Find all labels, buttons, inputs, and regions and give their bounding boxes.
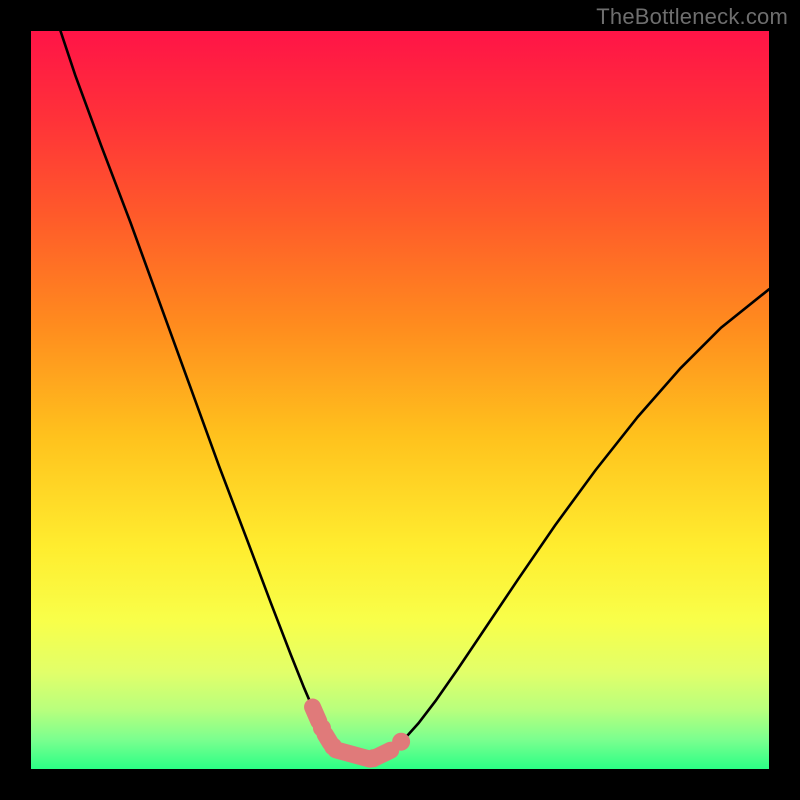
figure-root: TheBottleneck.com: [0, 0, 800, 800]
chart-svg: [0, 0, 800, 800]
watermark-text: TheBottleneck.com: [596, 4, 788, 30]
sleeve-dot-3: [392, 733, 410, 751]
sleeve-dot-1: [324, 737, 342, 755]
plot-panel: [31, 31, 769, 769]
sleeve-dot-0: [313, 719, 331, 737]
sleeve-dot-2: [364, 749, 382, 767]
sleeve-segment-0: [313, 707, 319, 721]
